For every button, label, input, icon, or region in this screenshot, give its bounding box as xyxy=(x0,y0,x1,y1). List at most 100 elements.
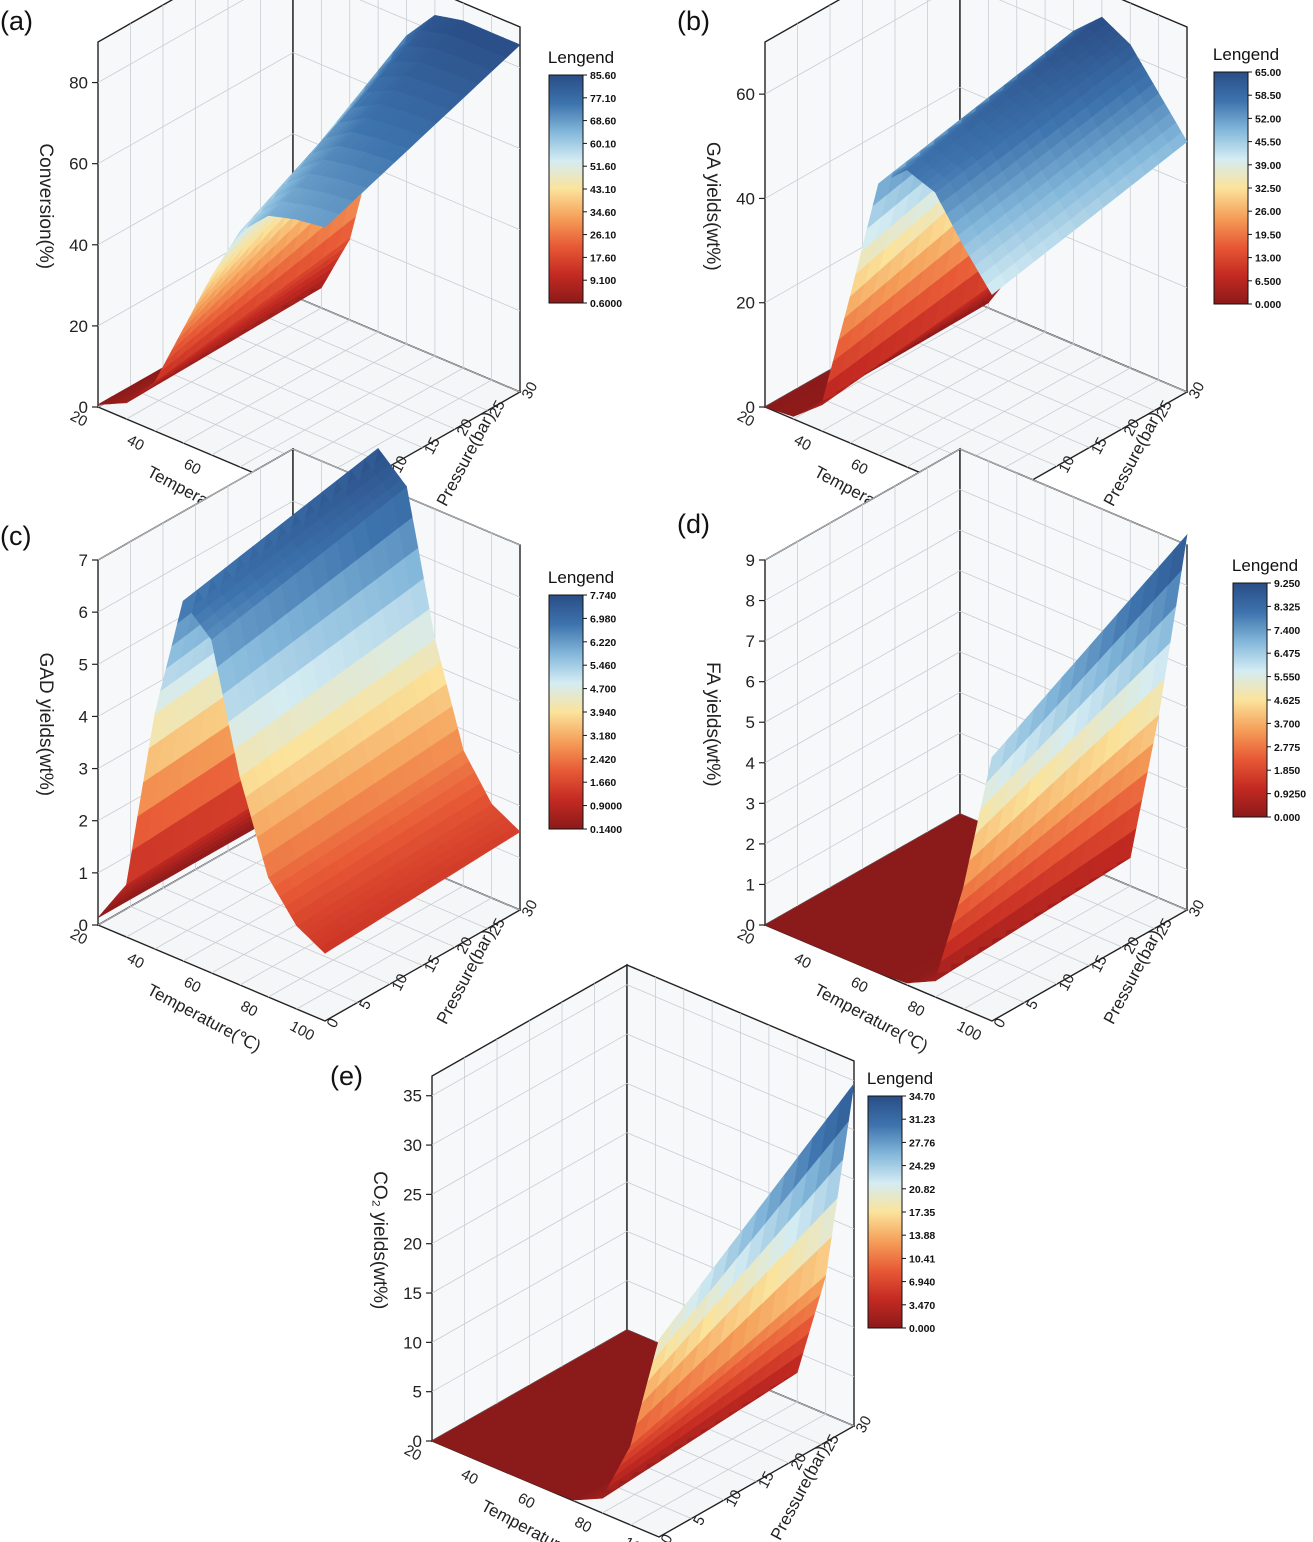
z-tick-label: 6 xyxy=(79,603,88,622)
z-tick-label: 3 xyxy=(79,760,88,779)
x-ticks: 20 40 60 80 100 xyxy=(734,926,984,1045)
z-tick-label: 5 xyxy=(413,1383,422,1402)
surface xyxy=(764,533,1188,984)
z-tick-label: 9 xyxy=(746,551,755,570)
x-tick-label: 80 xyxy=(238,998,261,1021)
panel-label: (d) xyxy=(677,509,710,539)
panel-label: (e) xyxy=(330,1061,363,1091)
y-tick-label: 25 xyxy=(1153,398,1176,421)
legend-tick-label: 39.00 xyxy=(1255,160,1281,172)
z-tick-label: 0 xyxy=(746,916,755,935)
legend-tick-label: 9.250 xyxy=(1274,578,1300,590)
z-tick-label: 80 xyxy=(69,74,88,93)
z-ticks: 0 20 40 60 80 xyxy=(69,74,98,417)
legend-tick-label: 0.9000 xyxy=(590,801,622,813)
y-tick-label: 25 xyxy=(820,1432,843,1455)
x-tick-label: 20 xyxy=(734,408,757,431)
y-tick-label: 30 xyxy=(1186,897,1209,920)
z-tick-label: 2 xyxy=(79,812,88,831)
legend-tick-label: 10.41 xyxy=(909,1253,935,1265)
legend-tick-label: 60.10 xyxy=(590,138,616,150)
x-tick-label: 40 xyxy=(124,432,147,455)
legend-tick-label: 6.220 xyxy=(590,637,616,649)
legend-tick-label: 6.500 xyxy=(1255,276,1281,288)
z-tick-label: 0 xyxy=(79,916,88,935)
y-tick-label: 0 xyxy=(324,1016,343,1031)
y-tick-label: 15 xyxy=(421,435,444,458)
y-tick-label: 20 xyxy=(1121,416,1144,439)
z-tick-label: 20 xyxy=(69,317,88,336)
legend-tick-label: 8.325 xyxy=(1274,601,1300,613)
panel-label: (a) xyxy=(0,6,33,36)
x-tick-label: 60 xyxy=(181,974,204,997)
z-tick-label: 40 xyxy=(736,189,755,208)
legend-tick-label: 32.50 xyxy=(1255,183,1281,195)
z-tick-label: 2 xyxy=(746,835,755,854)
legend-tick-label: 3.700 xyxy=(1274,718,1300,730)
panel-label: (b) xyxy=(677,6,710,36)
legend-tick-label: 52.00 xyxy=(1255,113,1281,125)
legend-tick-label: 3.470 xyxy=(909,1300,935,1312)
y-tick-label: 5 xyxy=(1023,997,1042,1012)
legend-tick-label: 7.740 xyxy=(590,590,616,602)
z-tick-label: 8 xyxy=(746,592,755,611)
panel-label: (c) xyxy=(0,521,31,551)
legend-tick-label: 3.940 xyxy=(590,707,616,719)
legend-tick-label: 51.60 xyxy=(590,161,616,173)
x-tick-label: 80 xyxy=(905,998,928,1021)
color-legend: Lengend 34.70 31.23 27.76 24.29 20.82 17.35 13.… xyxy=(867,1069,936,1335)
legend-tick-label: 0.1400 xyxy=(590,824,622,836)
y-ticks: 05 10 15 20 25 30 xyxy=(991,897,1209,1031)
z-tick-label: 1 xyxy=(746,875,755,894)
legend-tick-label: 13.00 xyxy=(1255,253,1281,265)
x-tick-label: 40 xyxy=(458,1466,481,1489)
legend-title: Lengend xyxy=(1213,45,1279,64)
z-tick-label: 5 xyxy=(79,655,88,674)
x-tick-label: 60 xyxy=(848,974,871,997)
z-tick-label: 0 xyxy=(413,1432,422,1451)
legend-tick-label: 4.700 xyxy=(590,684,616,696)
z-tick-label: 4 xyxy=(746,754,755,773)
legend-tick-label: 0.000 xyxy=(909,1323,935,1335)
legend-tick-label: 65.00 xyxy=(1255,67,1281,79)
x-tick-label: 60 xyxy=(181,456,204,479)
x-tick-label: 100 xyxy=(287,1018,317,1045)
y-tick-label: 5 xyxy=(356,997,375,1012)
y-tick-label: 10 xyxy=(1056,453,1079,476)
z-tick-label: 60 xyxy=(69,155,88,174)
x-tick-label: 100 xyxy=(621,1534,651,1542)
legend-tick-label: 6.940 xyxy=(909,1277,935,1289)
z-tick-label: 35 xyxy=(403,1087,422,1106)
y-tick-label: 10 xyxy=(389,971,412,994)
legend-title: Lengend xyxy=(548,568,614,587)
legend-tick-label: 2.775 xyxy=(1274,742,1300,754)
legend-tick-label: 1.850 xyxy=(1274,765,1300,777)
legend-tick-label: 17.35 xyxy=(909,1207,935,1219)
legend-tick-label: 34.70 xyxy=(909,1091,935,1103)
z-tick-label: 4 xyxy=(79,707,88,726)
legend-tick-label: 2.420 xyxy=(590,754,616,766)
legend-tick-label: 5.550 xyxy=(1274,672,1300,684)
z-ticks: 0 5 10 15 20 25 30 35 xyxy=(403,1087,432,1451)
z-axis-title: GA yields(wt%) xyxy=(702,142,723,271)
x-tick-label: 60 xyxy=(515,1490,538,1513)
x-tick-label: 60 xyxy=(848,456,871,479)
x-tick-label: 80 xyxy=(572,1514,595,1537)
z-tick-label: 25 xyxy=(403,1185,422,1204)
legend-title: Lengend xyxy=(1232,556,1298,575)
z-tick-label: 10 xyxy=(403,1333,422,1352)
legend-tick-label: 0.000 xyxy=(1274,812,1300,824)
legend-tick-label: 19.50 xyxy=(1255,229,1281,241)
y-tick-label: 20 xyxy=(788,1450,811,1473)
y-tick-label: 10 xyxy=(723,1487,746,1510)
legend-tick-label: 27.76 xyxy=(909,1137,935,1149)
z-tick-label: 15 xyxy=(403,1284,422,1303)
x-tick-label: 100 xyxy=(954,1018,984,1045)
legend-tick-label: 43.10 xyxy=(590,184,616,196)
y-tick-label: 15 xyxy=(755,1469,778,1492)
legend-tick-label: 0.9250 xyxy=(1274,789,1306,801)
y-tick-label: 15 xyxy=(1088,435,1111,458)
legend-tick-label: 17.60 xyxy=(590,252,616,264)
